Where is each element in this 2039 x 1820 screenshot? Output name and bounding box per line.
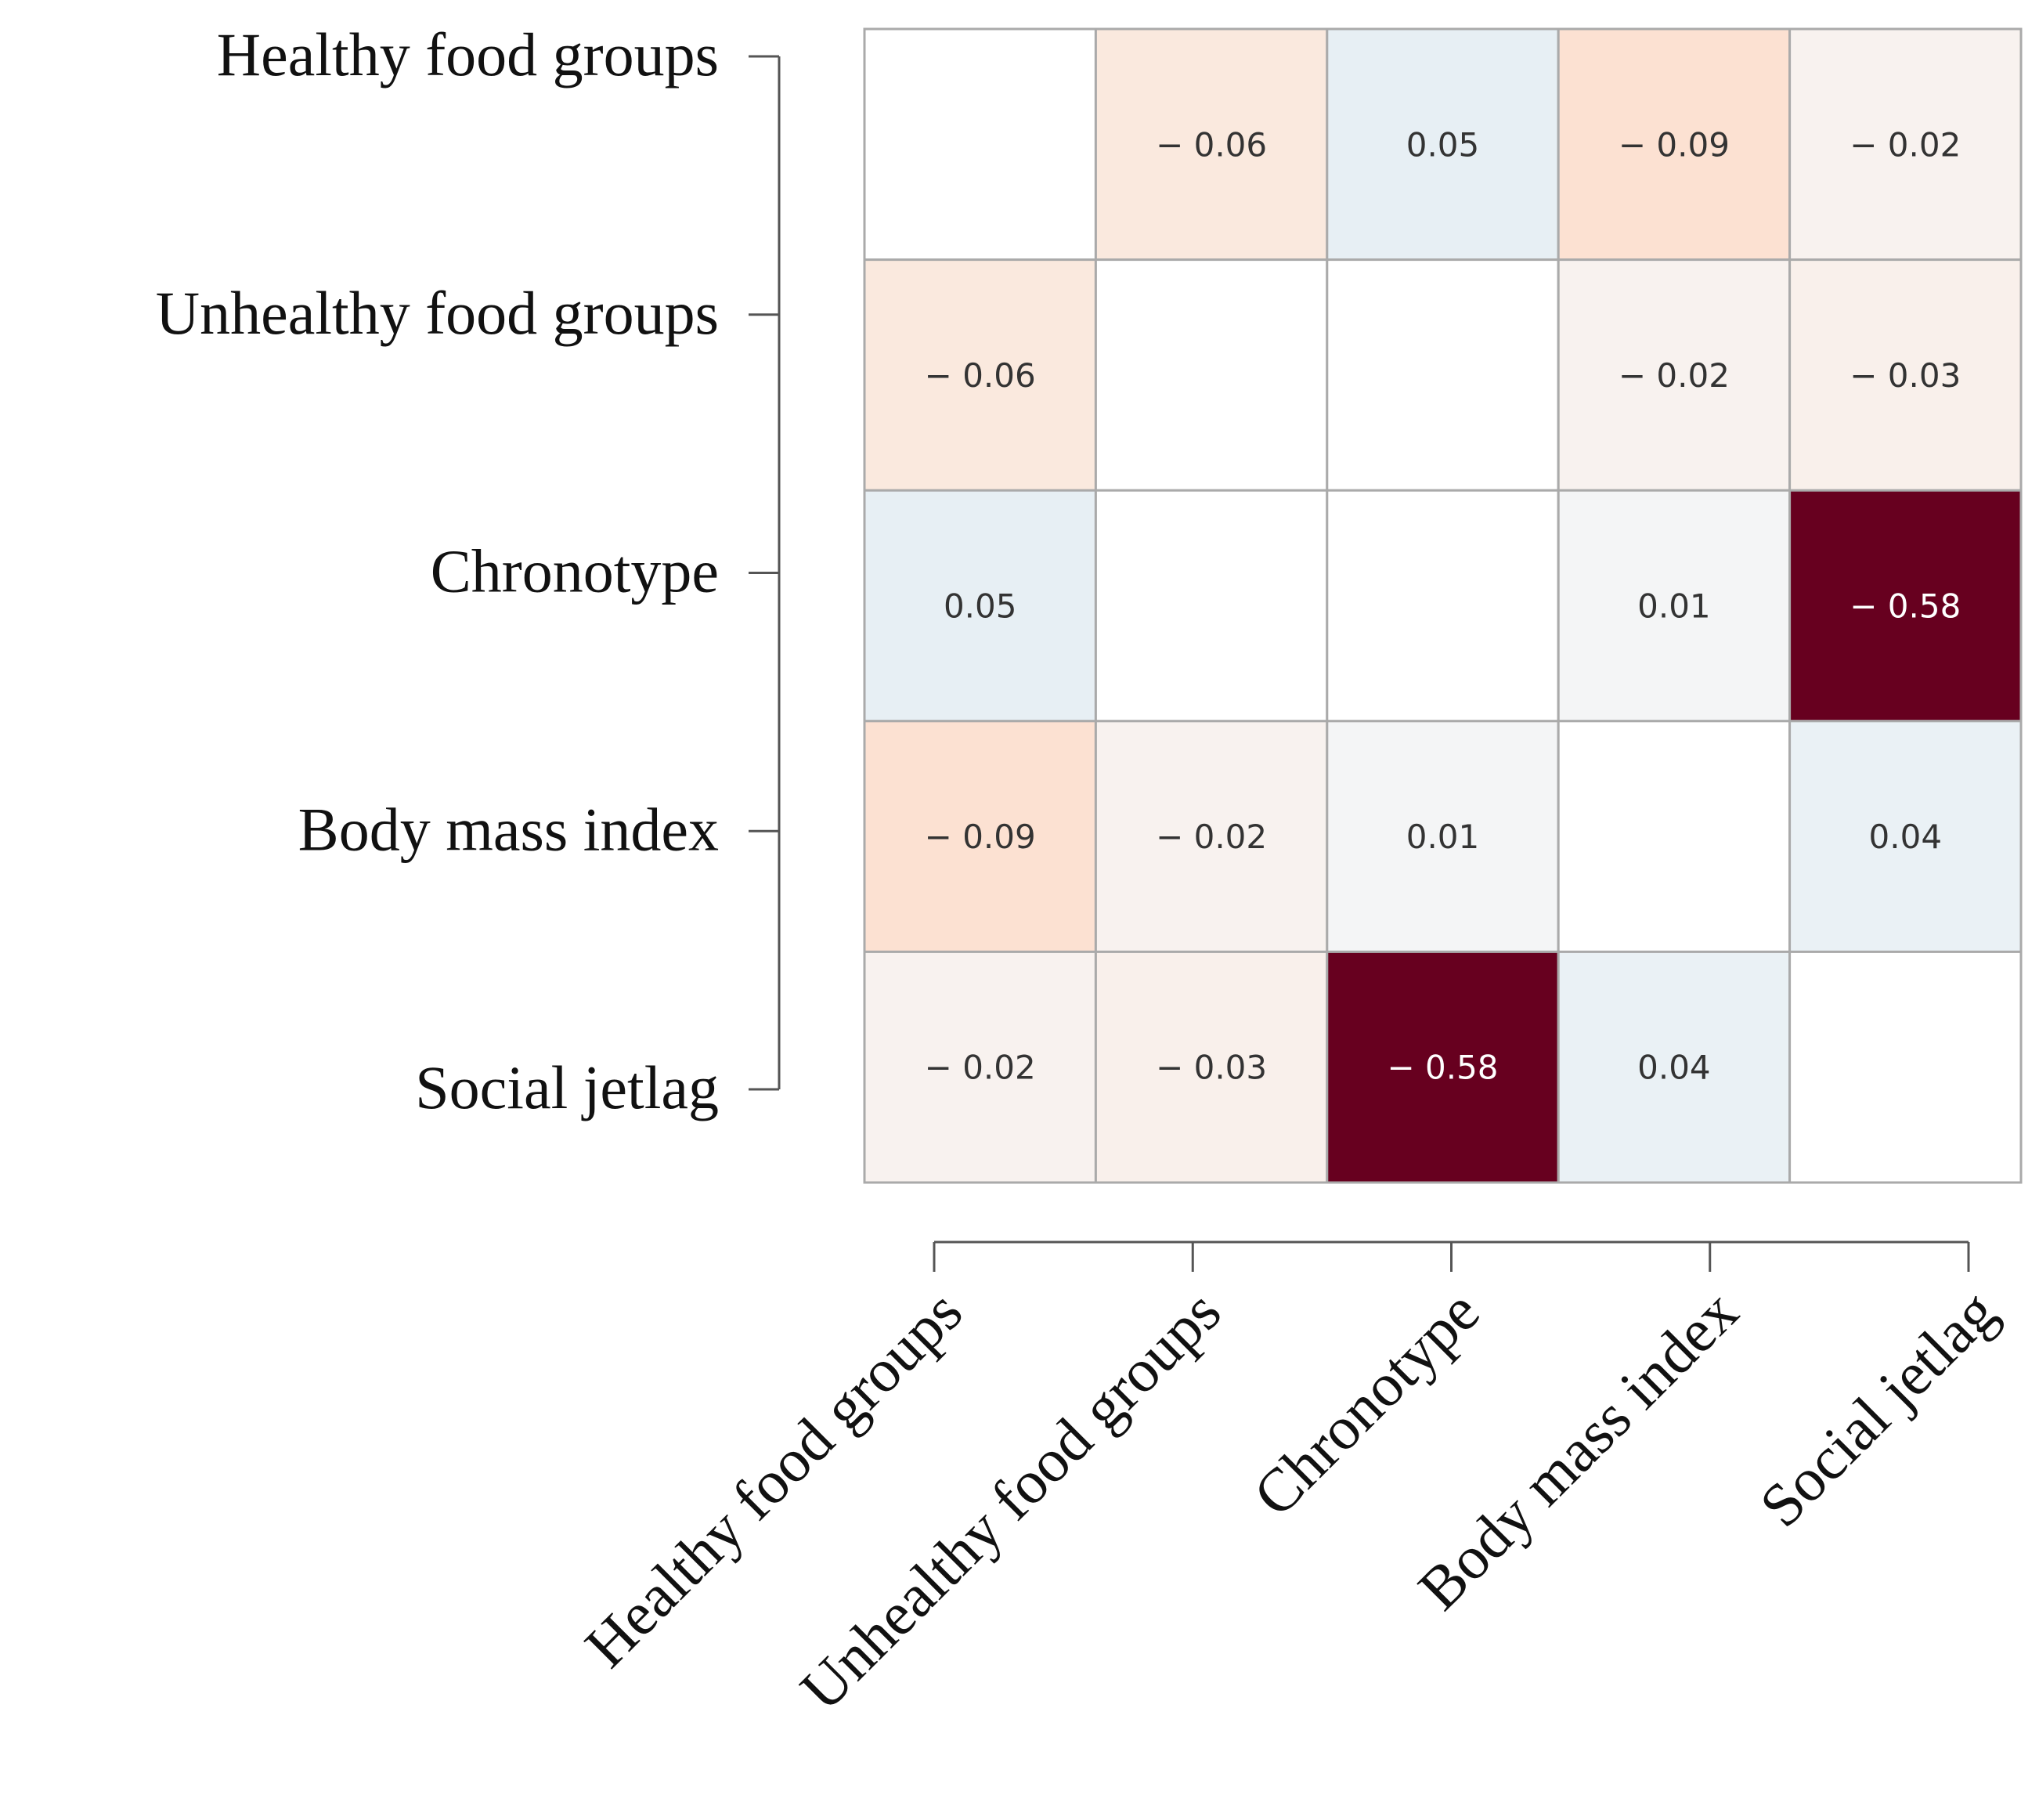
cell [1326,950,1560,1184]
cell [1557,950,1792,1184]
y-tick-label: Unhealthy food groups [156,279,719,347]
cell [1094,27,1329,262]
cell-value: 0.05 [944,587,1017,626]
cell-value: − 0.02 [1156,818,1267,856]
y-tick-label: Body mass index [298,795,719,863]
cell [1557,27,1792,262]
cell [1788,950,2023,1184]
cell [1326,27,1560,262]
cell [1094,720,1329,953]
cell-value: 0.01 [1637,587,1711,626]
cell-value: 0.05 [1406,125,1480,164]
y-tick-label: Chronotype [431,537,719,605]
cell [1788,27,2023,262]
cell-value: − 0.58 [1387,1049,1498,1087]
cell-value: 0.04 [1869,818,1943,856]
cell [863,27,1097,262]
cell [1788,489,2023,723]
x-tick-label: Social jetlag [1746,1277,2009,1540]
cell [1326,258,1560,492]
cell-value: − 0.09 [925,818,1036,856]
cell-value: − 0.02 [925,1049,1036,1087]
cell-value: − 0.06 [1156,125,1267,164]
y-tick-label: Healthy food groups [217,20,719,88]
cell [1094,258,1329,492]
cell [1094,950,1329,1184]
cell [863,258,1097,492]
cell-value: − 0.58 [1850,587,1961,626]
cell-value: − 0.03 [1156,1049,1267,1087]
cell-value: 0.04 [1637,1049,1711,1087]
cell-value: − 0.03 [1850,356,1961,395]
cell [1326,489,1560,723]
cell [1788,720,2023,953]
cell [1557,720,1792,953]
cell-value: − 0.02 [1619,356,1730,395]
x-tick-label: Chronotype [1240,1277,1492,1529]
cell [863,489,1097,723]
cell [1326,720,1560,953]
cell [1557,258,1792,492]
cell [1094,489,1329,723]
x-tick-label: Unhealthy food groups [787,1277,1233,1724]
cell-value: − 0.09 [1619,125,1730,164]
cell-value: − 0.02 [1850,125,1961,164]
cell-value: − 0.06 [925,356,1036,395]
y-tick-label: Social jetlag [415,1053,719,1121]
cell [863,950,1097,1184]
cell-value: 0.01 [1406,818,1480,856]
